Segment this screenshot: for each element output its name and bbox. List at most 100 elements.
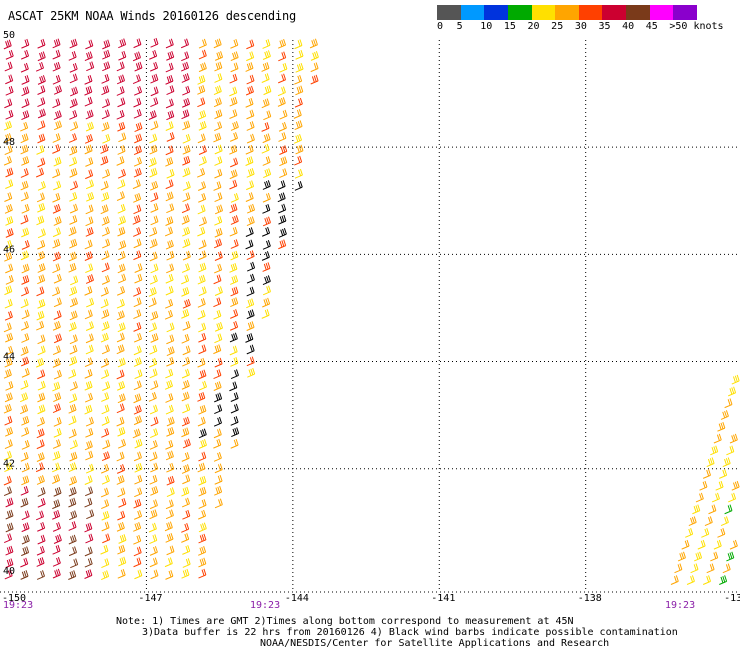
wind-barb [52, 287, 59, 296]
wind-barb [53, 545, 60, 554]
wind-barb [36, 216, 43, 225]
wind-barb [295, 120, 302, 129]
wind-barb [36, 358, 43, 367]
wind-barb [70, 440, 77, 449]
wind-barb [199, 569, 206, 578]
wind-barb [279, 168, 286, 177]
wind-barb [133, 287, 140, 296]
wind-barb [150, 428, 157, 437]
wind-barb [311, 51, 318, 60]
wind-barb [703, 469, 710, 478]
wind-barb [53, 321, 60, 330]
wind-barb [102, 216, 109, 225]
wind-barb [85, 523, 92, 532]
wind-barb [183, 145, 190, 154]
wind-barb [214, 381, 221, 390]
wind-barb [166, 274, 173, 283]
wind-barb [214, 275, 221, 284]
wind-barb [183, 558, 190, 567]
wind-barb [135, 439, 142, 448]
wind-barb [166, 63, 173, 72]
wind-barb [705, 516, 712, 525]
wind-barb [101, 570, 108, 579]
wind-barb [246, 181, 253, 190]
wind-barb [262, 251, 269, 260]
wind-barb [214, 393, 221, 402]
colorbar-swatch [673, 5, 697, 20]
wind-barb [37, 251, 44, 260]
wind-barb [86, 321, 93, 330]
wind-barb [4, 121, 11, 130]
wind-barb [181, 39, 188, 48]
wind-barb [102, 405, 109, 414]
wind-barb [199, 39, 206, 48]
wind-barb [197, 85, 204, 94]
wind-barb [247, 168, 254, 177]
wind-barb [85, 75, 92, 84]
wind-barb [262, 204, 269, 213]
wind-barb [118, 394, 125, 403]
wind-barb [52, 193, 59, 202]
wind-barb [231, 404, 238, 413]
wind-barb [719, 575, 726, 584]
wind-barb [134, 298, 141, 307]
wind-barb [22, 310, 29, 319]
wind-barb [246, 145, 253, 154]
wind-barb [85, 51, 92, 60]
wind-barb [732, 481, 739, 490]
wind-barb [53, 50, 60, 59]
wind-barb [85, 169, 92, 178]
wind-barb [69, 404, 76, 413]
colorbar-swatch [508, 5, 532, 20]
wind-barb [101, 309, 108, 318]
wind-barb [246, 40, 253, 49]
wind-barb [263, 275, 270, 284]
wind-barb [199, 50, 206, 59]
wind-barb [701, 528, 708, 537]
wind-barb [118, 323, 125, 332]
wind-barb [134, 570, 141, 579]
wind-barb [182, 380, 189, 389]
wind-barb [167, 417, 174, 426]
wind-barb [133, 251, 140, 260]
wind-barb [85, 451, 92, 460]
colorbar-label: 35 [598, 21, 610, 32]
wind-barb [5, 299, 12, 308]
wind-barb [69, 511, 76, 520]
wind-barb [22, 368, 29, 377]
wind-barb [85, 547, 92, 556]
wind-barb [263, 180, 270, 189]
wind-barb [118, 227, 125, 236]
colorbar-swatch [602, 5, 626, 20]
wind-barb [247, 75, 254, 84]
wind-barb [263, 134, 270, 143]
wind-barb [86, 345, 93, 354]
wind-barb [135, 263, 142, 272]
wind-barb [22, 440, 29, 449]
wind-barb [278, 240, 285, 249]
wind-barb [150, 475, 157, 484]
wind-barb [710, 552, 717, 561]
wind-barb [732, 375, 739, 384]
wind-barb [696, 493, 703, 502]
wind-barb [101, 369, 108, 378]
wind-barb [6, 228, 13, 237]
wind-barb [182, 204, 189, 213]
wind-barb [215, 73, 222, 82]
wind-barb [85, 286, 92, 295]
wind-barb [215, 192, 222, 201]
wind-barb [102, 534, 109, 543]
wind-barb [70, 74, 77, 83]
wind-barb [231, 251, 238, 260]
wind-barb [37, 145, 44, 154]
wind-barb [38, 405, 45, 414]
wind-barb [230, 74, 237, 83]
wind-barb [118, 251, 125, 260]
wind-barb [198, 452, 205, 461]
wind-barb [149, 110, 156, 119]
colorbar-label: 10 [480, 21, 492, 32]
wind-barb [53, 62, 60, 71]
wind-barb [37, 275, 44, 284]
wind-barb [36, 62, 43, 71]
